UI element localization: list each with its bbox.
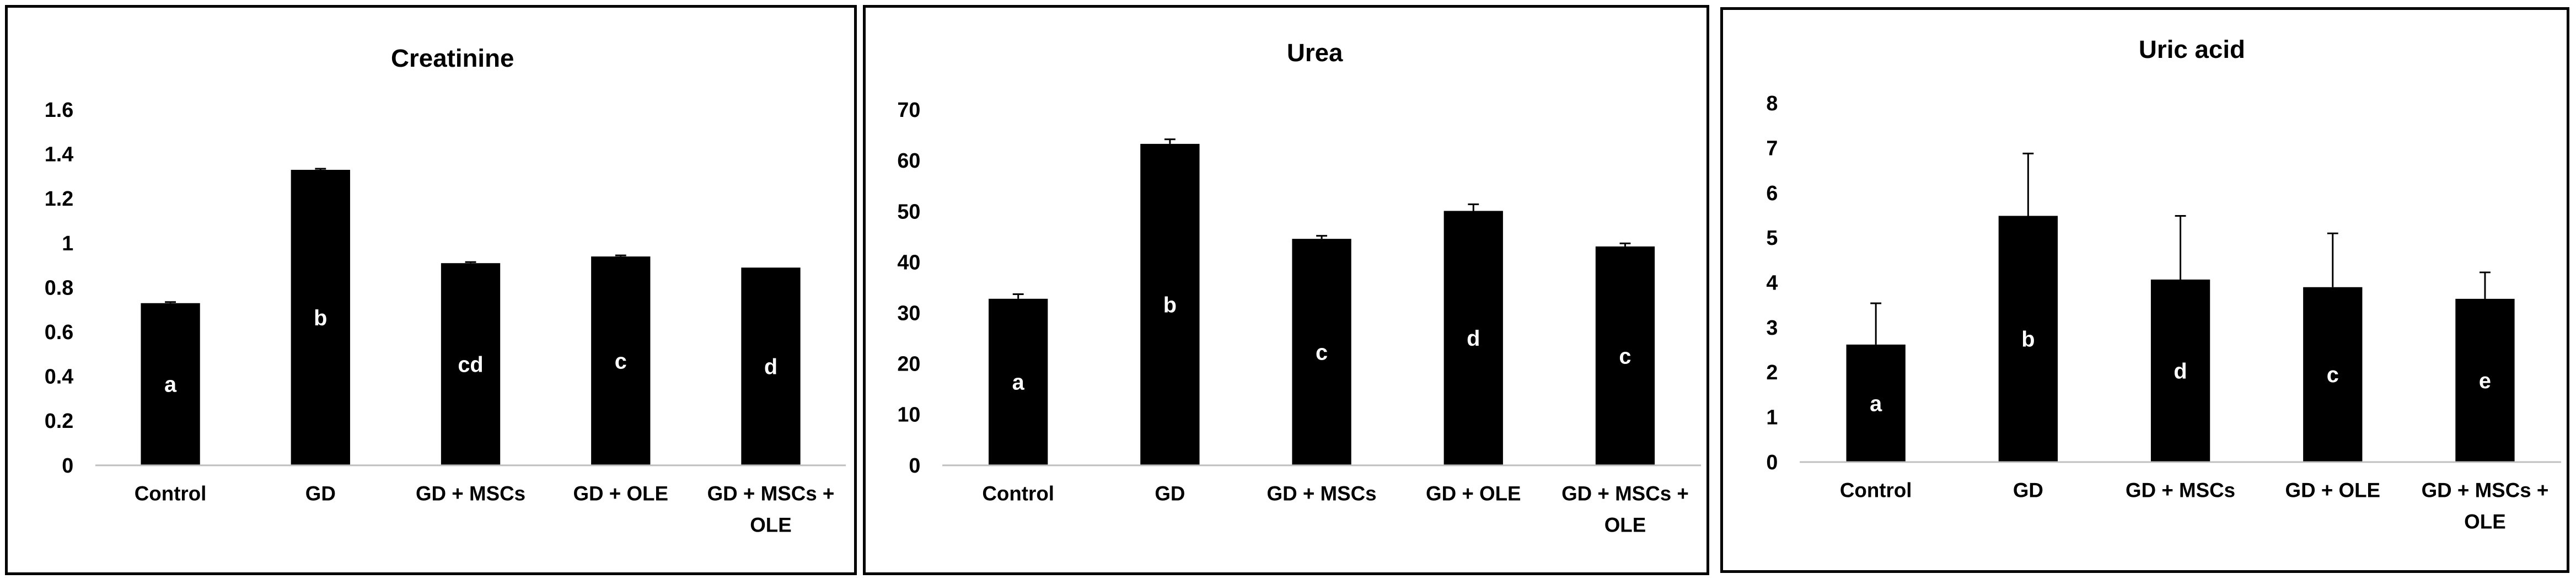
y-tick-label: 0 [62, 454, 73, 477]
bar [141, 303, 200, 465]
y-tick-label: 1.6 [45, 98, 73, 121]
bar-letter-label: a [164, 373, 177, 397]
bar [441, 263, 501, 465]
x-category-label: GD + OLE [2285, 479, 2380, 501]
bar-letter-label: d [2174, 359, 2187, 383]
y-tick-label: 3 [1766, 316, 1778, 339]
bar-letter-label: d [764, 355, 777, 379]
y-tick-label: 70 [897, 98, 920, 121]
x-category-label: Control [982, 482, 1054, 505]
x-category-label: GD [305, 482, 336, 505]
creatinine-chart-panel: Creatinine 0 0.2 0.4 0.6 0.8 1 1.2 1.4 1.6 a Contro… [5, 5, 857, 575]
y-tick-label: 1.4 [45, 143, 74, 166]
bar-letter-label: b [314, 306, 327, 330]
uric-acid-chart: Uric acid 0 1 2 3 4 5 6 7 8 a Control b GD d GD + MSCs c… [1766, 35, 2562, 533]
chart-title: Urea [1287, 39, 1343, 67]
y-tick-label: 30 [897, 302, 920, 325]
y-tick-label: 50 [897, 200, 920, 223]
bar [2150, 279, 2210, 462]
bar [741, 267, 801, 465]
y-tick-label: 10 [897, 403, 920, 426]
bar-letter-label: c [1619, 344, 1631, 368]
y-tick-label: 4 [1766, 271, 1778, 294]
y-tick-label: 6 [1766, 181, 1778, 205]
uric-acid-chart-panel: Uric acid 0 1 2 3 4 5 6 7 8 a Control b GD d GD + MSCs c… [1720, 7, 2569, 573]
chart-title: Creatinine [391, 44, 514, 72]
y-tick-label: 0 [1766, 451, 1778, 474]
bar-letter-label: a [1870, 392, 1882, 416]
y-tick-label: 0.4 [45, 365, 74, 388]
bar [2303, 287, 2363, 462]
bar [1846, 344, 1906, 462]
bar [1140, 143, 1200, 465]
urea-chart: Urea 0 10 20 30 40 50 60 70 a Control b GD c GD + MSCs… [897, 39, 1702, 537]
y-tick-label: 0.6 [45, 320, 73, 344]
bar [591, 256, 651, 465]
x-category-label: Control [135, 482, 207, 505]
x-category-label: Control [1840, 479, 1912, 501]
bar [1998, 216, 2058, 462]
bar-letter-label: b [2021, 328, 2035, 352]
bar-letter-label: d [1467, 326, 1480, 351]
x-category-label: GD + MSCs [416, 482, 525, 505]
x-category-label: GD + MSCs + [2422, 479, 2549, 501]
x-category-label: OLE [2464, 511, 2506, 533]
bar [989, 298, 1048, 465]
bar-letter-label: b [1163, 293, 1177, 317]
y-tick-label: 7 [1766, 137, 1778, 160]
y-tick-label: 1 [1766, 406, 1778, 429]
y-tick-label: 40 [897, 250, 920, 274]
y-tick-label: 1 [62, 232, 73, 255]
bar-letter-label: a [1012, 371, 1025, 395]
bar [2455, 298, 2515, 462]
bar [291, 169, 350, 465]
x-category-label: OLE [1604, 514, 1646, 537]
y-tick-label: 0 [909, 454, 920, 477]
bar-letter-label: cd [458, 352, 483, 377]
x-category-label: GD + MSCs + [707, 482, 835, 505]
urea-chart-panel: Urea 0 10 20 30 40 50 60 70 a Control b GD c GD + MSCs… [863, 5, 1709, 575]
bar-letter-label: e [2479, 369, 2491, 393]
bar [1595, 246, 1655, 465]
bar [1443, 211, 1503, 465]
x-category-label: GD [1155, 482, 1185, 505]
x-category-label: GD + MSCs [2126, 479, 2235, 501]
y-tick-label: 8 [1766, 92, 1778, 115]
bar-letter-label: c [615, 349, 627, 373]
y-tick-label: 20 [897, 352, 920, 376]
y-tick-label: 0.8 [45, 276, 73, 299]
y-tick-label: 0.2 [45, 409, 73, 432]
x-category-label: GD + MSCs [1267, 482, 1377, 505]
x-category-label: GD + MSCs + [1561, 482, 1689, 505]
chart-title: Uric acid [2139, 35, 2245, 63]
x-category-label: GD + OLE [573, 482, 668, 505]
bar-letter-label: c [1316, 340, 1328, 364]
y-tick-label: 1.2 [45, 187, 73, 210]
x-category-label: GD + OLE [1426, 482, 1521, 505]
x-category-label: GD [2013, 479, 2043, 501]
y-tick-label: 60 [897, 149, 920, 172]
creatinine-chart: Creatinine 0 0.2 0.4 0.6 0.8 1 1.2 1.4 1.6 a Contro… [45, 44, 846, 537]
bar [1292, 239, 1351, 465]
y-tick-label: 2 [1766, 361, 1778, 384]
x-category-label: OLE [750, 514, 792, 537]
y-tick-label: 5 [1766, 226, 1778, 249]
bar-letter-label: c [2327, 363, 2339, 387]
